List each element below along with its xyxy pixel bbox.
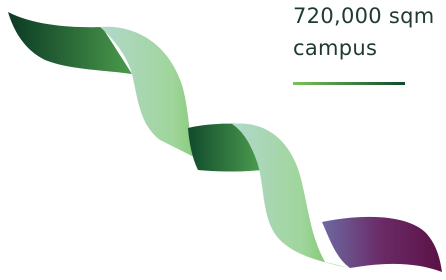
page: 720,000 sqm campus (() => { const data =… xyxy=(0,0,446,280)
ribbon-segment xyxy=(8,12,132,74)
headline: 720,000 sqm campus xyxy=(293,0,446,64)
ribbon-segment xyxy=(322,217,442,272)
accent-rule xyxy=(293,82,405,85)
